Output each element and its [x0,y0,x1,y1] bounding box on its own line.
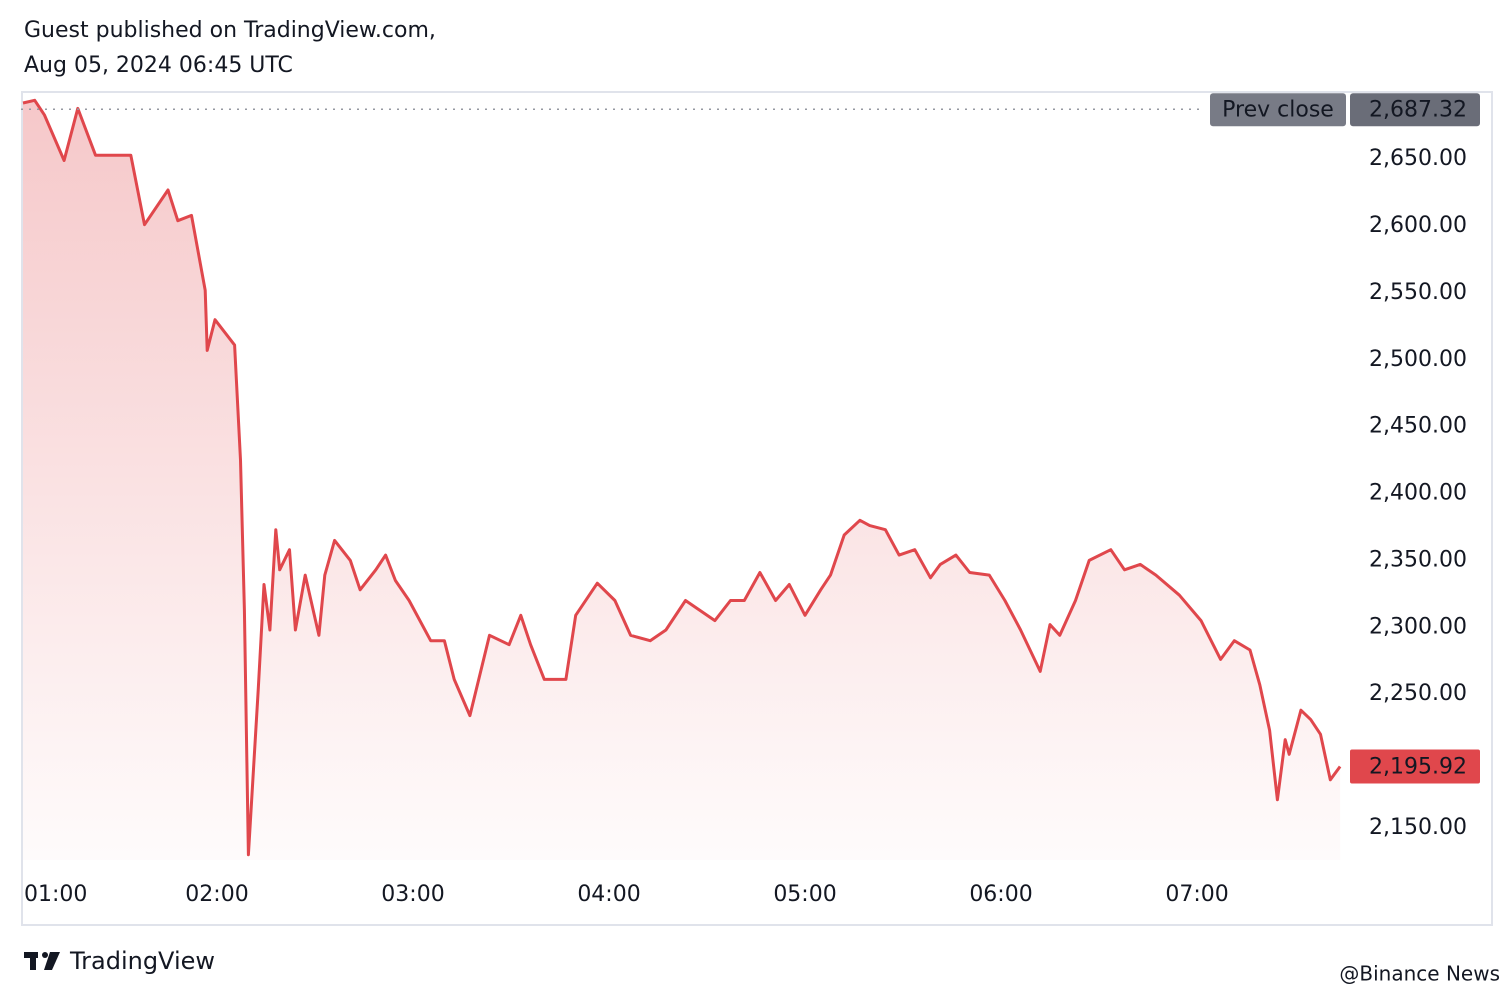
x-tick-label: 02:00 [185,882,248,907]
chart-frame [21,91,1493,926]
x-tick-label: 07:00 [1165,882,1228,907]
x-tick-label: 03:00 [381,882,444,907]
x-tick-label: 04:00 [577,882,640,907]
y-tick-label: 2,500.00 [1369,347,1467,372]
y-tick-label: 2,600.00 [1369,213,1467,238]
y-tick-label: 2,250.00 [1369,681,1467,706]
brand-logo [24,952,60,970]
last-price-value: 2,195.92 [1369,754,1467,779]
x-tick-label: 05:00 [773,882,836,907]
prev-close-value: 2,687.32 [1369,97,1467,122]
subtitle: Aug 05, 2024 06:45 UTC [24,53,293,78]
title: Guest published on TradingView.com, [24,18,436,43]
y-tick-label: 2,450.00 [1369,414,1467,439]
watermark: @Binance News [1339,962,1500,986]
y-tick-label: 2,650.00 [1369,146,1467,171]
last-price-tag [1350,749,1480,784]
y-tick-label: 2,300.00 [1369,614,1467,639]
brand: TradingView [69,947,215,975]
y-tick-label: 2,550.00 [1369,280,1467,305]
prev-close-value-tag [1350,93,1480,127]
y-tick-label: 2,350.00 [1369,547,1467,572]
y-tick-label: 2,400.00 [1369,481,1467,506]
y-tick-label: 2,150.00 [1369,815,1467,840]
price-line [22,98,1342,857]
x-tick-label: 06:00 [969,882,1032,907]
x-tick-label: 01:00 [24,882,87,907]
prev-close-tag [1210,93,1346,127]
area [23,100,1341,861]
prev-close-name: Prev close [1222,97,1334,122]
